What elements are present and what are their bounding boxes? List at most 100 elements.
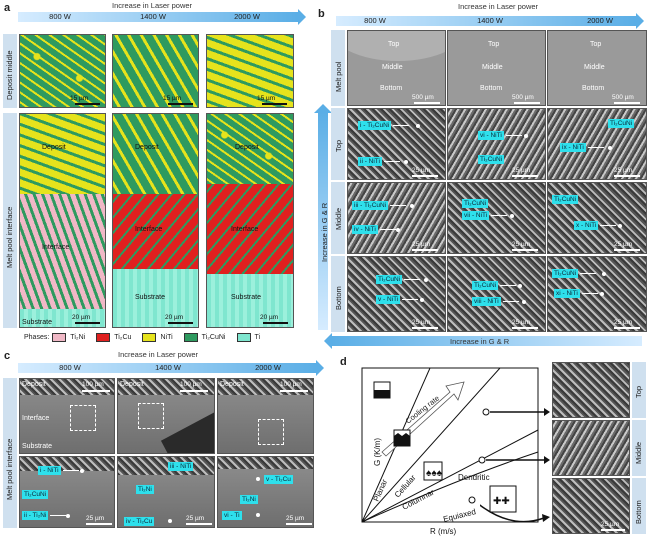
tag-ii-ti2ni: ii - Ti₂Ni (22, 511, 68, 520)
tag-iii-ti2cuni: iii - Ti₂CuNi (352, 201, 407, 210)
scale-bar (75, 322, 100, 324)
scale-bar (614, 102, 640, 104)
scale-bar (168, 322, 193, 324)
panel-a-row-bar-deposit (3, 34, 17, 108)
tag-iv-niti: iv - NiTi (352, 225, 396, 234)
marker-dot (522, 300, 526, 304)
scale-bar (280, 390, 308, 392)
scale-bar (86, 523, 112, 525)
legend-ti2cuni: Ti₂CuNi (201, 334, 226, 341)
label-deposit: Deposit (120, 381, 144, 388)
label-interface: Interface (22, 415, 50, 422)
marker-dot (416, 124, 420, 128)
scale-label: 25 µm (186, 515, 205, 522)
region-dendritic: Dendritic (458, 473, 490, 482)
sem-middle-1400: Ti₂CuNi vii - NiTi 25 µm (447, 182, 546, 254)
marker-dot (256, 513, 260, 517)
scale-bar (286, 523, 312, 525)
scale-bar (514, 102, 540, 104)
panel-c-row-bar (3, 378, 17, 528)
label-top: Top (488, 41, 500, 48)
x-axis-label: R (m/s) (430, 527, 457, 536)
sem-middle-800: iii - Ti₂CuNi iv - NiTi 25 µm (347, 182, 446, 254)
legend-ti2cu: Ti₂Cu (114, 334, 132, 341)
sem-top-1400: vi - NiTi Ti₂CuNi 25 µm (447, 108, 546, 180)
dendritic-icon-glyph: ✚✚ (493, 496, 510, 507)
panel-a-arrow-caption: Increase in Laser power (112, 1, 193, 10)
scale-label: 20 µm (165, 314, 184, 321)
label-top: Top (590, 41, 602, 48)
scale-bar (512, 327, 538, 329)
scale-label: 25 µm (512, 241, 531, 248)
label-substrate: Substrate (135, 294, 165, 301)
scale-bar (614, 327, 640, 329)
tag-v-niti: v - NiTi (376, 295, 419, 304)
scale-bar (614, 175, 640, 177)
scale-bar (263, 322, 288, 324)
tag-ti2cuni: Ti₂CuNi (22, 490, 49, 499)
panel-b-row-bar-bottom (331, 256, 345, 332)
swatch-ti2ni (52, 333, 67, 342)
scale-bar (614, 249, 640, 251)
panel-b-col-1400: 1400 W (477, 16, 503, 25)
scale-label: 25 µm (512, 319, 531, 326)
panel-c-col-2000: 2000 W (255, 363, 281, 372)
sem-top-2000: Ti₂CuNi ix - NiTi 25 µm (547, 108, 647, 180)
scale-label: 500 µm (412, 94, 434, 101)
panel-b-row-bar-melt (331, 30, 345, 106)
tag-ii-niti: ii - NiTi (358, 157, 400, 166)
scale-label: 100 µm (180, 381, 202, 388)
label-deposit: Deposit (42, 144, 66, 151)
ebsd-deposit-2000: 15 µm (206, 34, 294, 108)
tag-v-ti2cu: v - Ti₂Cu (264, 475, 293, 484)
panel-b-bottom-arrow (324, 333, 642, 349)
panel-b-col-2000: 2000 W (587, 16, 613, 25)
panel-a-letter: a (4, 2, 11, 14)
marker-dot (168, 519, 172, 523)
sem-bottom-800: Ti₂CuNi v - NiTi 25 µm (347, 256, 446, 332)
zoom-box (70, 405, 96, 431)
label-middle: Middle (382, 64, 403, 71)
link-arrows (480, 408, 550, 523)
panel-b-bottom-arrow-caption: Increase in G & R (450, 337, 510, 346)
tag-vii-niti: vii - NiTi (462, 211, 508, 220)
ebsd-deposit-1400: 15 µm (112, 34, 199, 108)
tag-viii-niti: viii - NiTi (472, 297, 519, 306)
legend-ti: Ti (254, 334, 261, 341)
panel-d-row-top: Top (634, 385, 643, 398)
sem-meltpool-1400: Top Middle Bottom 500 µm (447, 30, 546, 106)
marker-dot (618, 224, 622, 228)
ebsd-deposit-800: 15 µm (19, 34, 106, 108)
marker-dot (510, 214, 514, 218)
scale-label: 25 µm (614, 241, 633, 248)
label-bottom: Bottom (582, 85, 605, 92)
boundary-equiaxed (361, 451, 539, 523)
sem-d-bottom: 25 µm (552, 478, 630, 534)
scale-label: 20 µm (72, 314, 91, 321)
panel-d-row-bar-bottom (632, 478, 646, 534)
sem-meltpool-2000: Top Middle Bottom 500 µm (547, 30, 647, 106)
label-substrate: Substrate (22, 443, 52, 450)
legend-ti2ni: Ti₂Ni (70, 334, 86, 341)
label-middle: Middle (482, 64, 503, 71)
tag-i-niti: i - NiTi (38, 466, 78, 475)
columnar-icon (423, 461, 443, 481)
tag-ti2cuni: Ti₂CuNi (608, 119, 635, 128)
scale-bar (412, 175, 438, 177)
scale-label: 100 µm (280, 381, 302, 388)
panel-c-row-label: Melt pool interface (5, 438, 14, 500)
panel-b-side-arrow (318, 112, 328, 330)
tag-ti2ni: Ti₂Ni (240, 495, 258, 504)
scale-label: 100 µm (82, 381, 104, 388)
panel-a-power-arrow (18, 9, 306, 25)
marker-dot (80, 469, 84, 473)
tag-vi-niti: vi - NiTi (478, 131, 522, 140)
scale-bar (180, 390, 208, 392)
panel-b-arrow-caption: Increase in Laser power (458, 2, 539, 11)
point-bottom (468, 496, 476, 504)
marker-dot (524, 134, 528, 138)
swatch-ti2cu (96, 333, 111, 342)
label-interface: Interface (231, 226, 259, 233)
arrow-top-head (544, 408, 550, 416)
panel-d-letter: d (340, 356, 347, 368)
